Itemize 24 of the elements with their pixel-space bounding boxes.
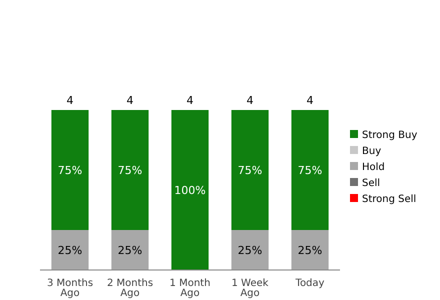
x-tick-label: Today	[294, 278, 325, 289]
annotation: 4	[306, 94, 314, 107]
annotation: 4	[186, 94, 194, 107]
annotation: 4	[126, 94, 134, 107]
data-label: 25%	[238, 244, 262, 257]
x-tick-label: 2 Months Ago	[106, 278, 154, 299]
legend-label: Strong Buy	[362, 130, 418, 141]
data-label: 25%	[118, 244, 142, 257]
annotation: 4	[246, 94, 254, 107]
data-label: 75%	[238, 164, 262, 177]
legend-label: Buy	[362, 146, 382, 157]
x-tick-label: 1 Week Ago	[232, 278, 269, 299]
annotation: 4	[66, 94, 74, 107]
data-label: 25%	[58, 244, 82, 257]
legend-label: Strong Sell	[362, 194, 416, 205]
data-label: 25%	[298, 244, 322, 257]
data-label: 75%	[58, 164, 82, 177]
x-tick-label: 1 Month Ago	[170, 278, 210, 299]
data-label: 75%	[118, 164, 142, 177]
data-label: 100%	[174, 184, 206, 197]
x-tick-label: 3 Months Ago	[46, 278, 94, 299]
legend-label: Sell	[362, 178, 380, 189]
legend-label: Hold	[362, 162, 385, 173]
data-label: 75%	[298, 164, 322, 177]
